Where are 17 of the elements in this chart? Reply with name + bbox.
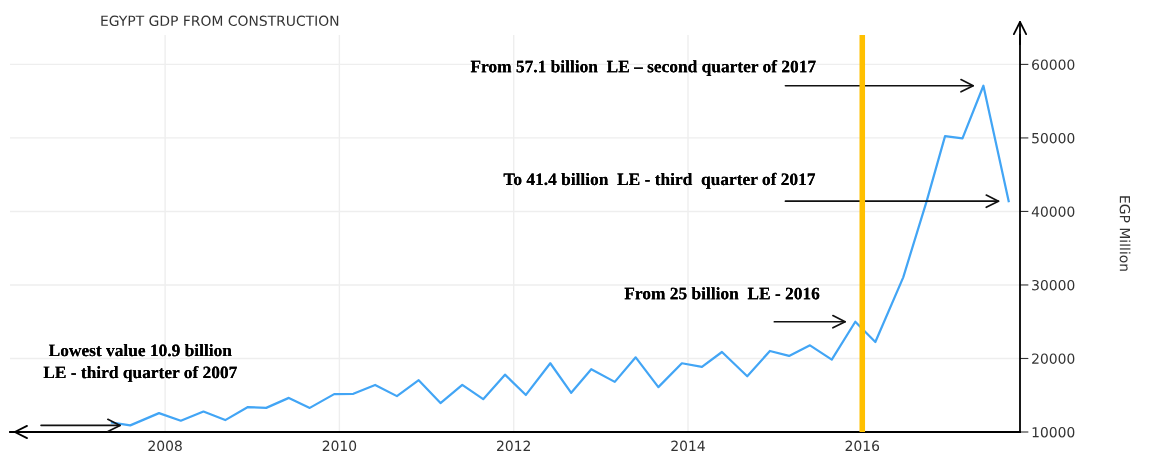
x-tick-label: 2012	[497, 440, 530, 452]
x-tick-label: 2016	[845, 440, 880, 452]
y-tick-label: 50000	[1032, 132, 1075, 144]
x-tick-label: 2008	[148, 440, 182, 452]
y-tick-label: 10000	[1032, 426, 1075, 438]
y-tick-label: 60000	[1032, 59, 1075, 70]
x-tick-label: 2010	[322, 440, 357, 452]
chart-title: EGYPT GDP FROM CONSTRUCTION	[101, 15, 339, 27]
annotation: From 25 billion LE - 2016	[624, 287, 820, 300]
y-axis-title: EGP Million	[1119, 196, 1131, 271]
y-tick-label: 30000	[1032, 279, 1075, 291]
annotation: Lowest value 10.9 billion LE - third quarter of 2007	[43, 344, 237, 382]
x-tick-label: 2014	[671, 440, 705, 452]
y-tick-label: 20000	[1032, 353, 1075, 364]
annotation: From 57.1 billion LE – second quarter of 2017	[470, 59, 816, 76]
annotation: To 41.4 billion LE - third quarter of 2017	[503, 172, 816, 189]
y-tick-label: 40000	[1031, 206, 1075, 217]
